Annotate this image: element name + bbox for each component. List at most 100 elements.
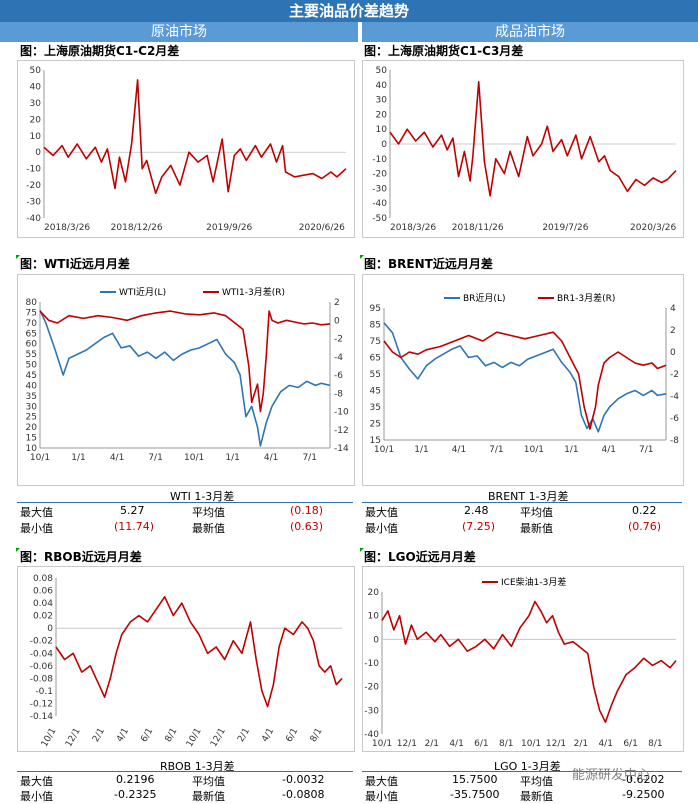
brent-stats-title: BRENT 1-3月差 [488, 490, 569, 503]
lgo-max: 15.7500 [452, 773, 498, 786]
y-tick-label: 50 [26, 361, 38, 371]
x-tick-label: 2018/11/26 [452, 223, 504, 233]
y-tick-label: 95 [370, 304, 381, 314]
y-tick-label: -30 [372, 184, 387, 194]
y-tick-label: 55 [370, 370, 381, 380]
y-tick-label: 40 [30, 82, 42, 92]
y-tick-label: 65 [26, 329, 37, 339]
x-tick-label: 12/1 [546, 739, 566, 749]
x-tick-label: 12/1 [64, 727, 83, 750]
wti-max: 5.27 [120, 504, 145, 517]
series-line-1 [383, 322, 667, 433]
x-tick-label: 10/1 [374, 445, 394, 455]
x-tick-label: 2019/9/26 [206, 223, 252, 233]
y-tick-label: -0.06 [30, 662, 54, 672]
watermark-text: 能源研发中心 [572, 768, 651, 783]
chart4-frame [362, 274, 684, 486]
y-tick-label: 75 [370, 337, 381, 347]
wti-stats-title: WTI 1-3月差 [170, 490, 235, 503]
y-tick-label: 0 [373, 635, 379, 645]
x-tick-label: 1/1 [71, 453, 85, 463]
rbob-max: 0.2196 [116, 773, 155, 786]
y-tick-label: 0 [47, 624, 53, 634]
y-tick-label: -30 [364, 706, 379, 716]
x-tick-label: 2018/3/26 [44, 223, 90, 233]
lgo-avg-label: 平均值 [520, 775, 553, 788]
x-tick-label: 8/1 [309, 727, 325, 745]
y-tick-label: 40 [26, 381, 38, 391]
y-tick-label: -40 [26, 214, 41, 224]
y-tick-label: -10 [364, 659, 379, 669]
y-tick-label: 20 [376, 110, 388, 120]
wti-latest: (0.63) [290, 520, 324, 533]
wti-avg-label: 平均值 [192, 506, 225, 519]
y-tick-label: -10 [26, 165, 41, 175]
brent-min: (7.25) [462, 520, 496, 533]
x-tick-label: 10/1 [524, 445, 544, 455]
y-tick-label: -0.14 [30, 712, 54, 722]
x-tick-label: 4/1 [110, 453, 124, 463]
chart1-title: 图：上海原油期货C1-C2月差 [20, 44, 180, 58]
y-tick-label: -20 [372, 170, 387, 180]
y-tick-label: 60 [26, 340, 38, 350]
lgo-latest-label: 最新值 [520, 790, 553, 803]
y-tick-label-right: -10 [334, 408, 349, 418]
x-tick-label: 12/1 [397, 739, 417, 749]
y-tick-label-right: -2 [670, 370, 679, 380]
y-tick-label-right: 2 [670, 326, 676, 336]
rbob-latest: -0.0808 [282, 788, 325, 801]
y-tick-label-right: -14 [334, 444, 349, 454]
y-tick-label: 35 [26, 392, 37, 402]
brent-avg-label: 平均值 [520, 506, 553, 519]
rbob-min-label: 最小值 [20, 790, 53, 803]
chart3-frame [17, 274, 355, 486]
brent-max-label: 最大值 [365, 506, 398, 519]
x-tick-label: 2018/3/26 [390, 223, 436, 233]
x-tick-label: 1/1 [564, 445, 578, 455]
x-tick-label: 10/1 [184, 453, 204, 463]
marker-icon [16, 548, 20, 552]
y-tick-label: -20 [364, 683, 379, 693]
y-tick-label: 0 [381, 140, 387, 150]
y-tick-label: -20 [26, 181, 41, 191]
x-tick-label: 4/1 [602, 445, 616, 455]
x-tick-label: 6/1 [474, 739, 488, 749]
y-tick-label: 50 [30, 66, 42, 76]
y-tick-label: 0.02 [33, 612, 53, 622]
lgo-min-label: 最小值 [365, 790, 398, 803]
x-tick-label: 2/1 [91, 727, 107, 745]
y-tick-label-right: 0 [334, 316, 340, 326]
page-title: 主要油品价差趋势 [0, 0, 698, 22]
chart3-title: 图：WTI近远月月差 [20, 257, 130, 271]
y-tick-label-right: -6 [334, 371, 343, 381]
y-tick-label-right: -4 [670, 392, 679, 402]
x-tick-label: 10/1 [372, 739, 392, 749]
x-tick-label: 4/1 [115, 727, 131, 745]
y-tick-label-right: 0 [670, 348, 676, 358]
wti-min: (11.74) [114, 520, 155, 533]
y-tick-label: 65 [370, 354, 381, 364]
x-tick-label: 8/1 [648, 739, 662, 749]
y-tick-label: 0.08 [33, 574, 53, 584]
x-tick-label: 2020/6/26 [299, 223, 345, 233]
y-tick-label: 70 [26, 319, 38, 329]
x-tick-label: 4/1 [598, 739, 612, 749]
divider [362, 771, 682, 772]
x-tick-label: 10/1 [40, 727, 59, 750]
chart5-title: 图：RBOB近远月月差 [20, 550, 142, 564]
marker-icon [16, 255, 20, 259]
marker-icon [360, 548, 364, 552]
section-products: 成品油市场 [362, 22, 698, 42]
legend-label: WTI1-3月差(R) [222, 286, 285, 298]
y-tick-label: -0.1 [35, 687, 53, 697]
x-tick-label: 4/1 [452, 445, 466, 455]
y-tick-label: 25 [26, 413, 37, 423]
x-tick-label: 6/1 [284, 727, 300, 745]
y-tick-label: -0.02 [30, 637, 53, 647]
y-tick-label: 10 [30, 132, 42, 142]
y-tick-label: -0.08 [30, 674, 54, 684]
chart6-title: 图：LGO近远月月差 [364, 550, 476, 564]
y-tick-label: 20 [30, 115, 42, 125]
y-tick-label-right: -8 [334, 389, 343, 399]
y-tick-label: 10 [368, 612, 380, 622]
